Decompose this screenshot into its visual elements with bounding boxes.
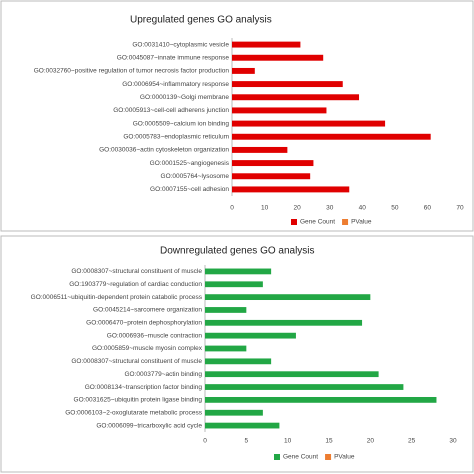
bar xyxy=(232,94,360,101)
x-tick-label: 20 xyxy=(367,438,375,445)
y-tick-label: GO:0000139~Golgi membrane xyxy=(140,94,229,101)
bar xyxy=(205,409,263,416)
x-tick-label: 25 xyxy=(408,438,416,445)
x-tick-label: 30 xyxy=(326,205,334,212)
y-tick-label: GO:0006470~protein dephosphorylation xyxy=(86,320,202,327)
y-tick-label: GO:0005509~calcium ion binding xyxy=(133,120,230,127)
bar xyxy=(205,384,404,390)
bar xyxy=(232,146,288,153)
x-tick-label: 0 xyxy=(203,438,207,445)
x-tick-label: 20 xyxy=(294,205,302,212)
legend-label: Gene Count xyxy=(300,219,335,226)
panel xyxy=(0,0,474,232)
bar xyxy=(205,332,296,339)
bar xyxy=(232,107,327,114)
x-tick-label: 0 xyxy=(230,205,234,212)
bar xyxy=(232,133,431,140)
y-tick-label: GO:0005764~lysosome xyxy=(161,173,230,180)
x-tick-label: 15 xyxy=(325,438,333,445)
y-tick-label: GO:0006103~2-oxoglutarate metabolic proc… xyxy=(65,409,203,416)
bar xyxy=(232,160,314,167)
panel xyxy=(0,235,474,473)
bar xyxy=(232,54,324,61)
y-tick-label: GO:0005859~muscle myosin complex xyxy=(92,345,203,352)
y-tick-label: GO:0007155~cell adhesion xyxy=(150,186,229,193)
bar xyxy=(232,120,386,127)
bar xyxy=(205,345,247,352)
bar xyxy=(232,41,301,48)
bar xyxy=(232,173,311,180)
y-tick-label: GO:0008134~transcription factor binding xyxy=(85,384,203,391)
x-tick-label: 50 xyxy=(391,205,399,212)
legend-swatch xyxy=(325,454,332,460)
legend-swatch xyxy=(291,219,297,225)
chart-title: Upregulated genes GO analysis xyxy=(130,15,272,26)
y-tick-label: GO:0032760~positive regulation of tumor … xyxy=(34,68,230,75)
bar xyxy=(205,281,263,288)
bar xyxy=(232,67,255,74)
x-tick-label: 70 xyxy=(456,205,464,212)
y-tick-label: GO:0045087~innate immune response xyxy=(117,54,230,61)
bar xyxy=(205,307,247,313)
x-tick-label: 5 xyxy=(245,438,249,445)
y-tick-label: GO:0001525~angiogenesis xyxy=(150,160,230,167)
y-tick-label: GO:0030036~actin cytoskeleton organizati… xyxy=(99,147,229,154)
bar xyxy=(205,358,272,365)
y-tick-label: GO:0045214~sarcomere organization xyxy=(93,307,202,314)
legend-label: Gene Count xyxy=(283,454,318,461)
chart-title: Downregulated genes GO analysis xyxy=(160,246,315,257)
y-tick-label: GO:0006099~tricarboxylic acid cycle xyxy=(96,422,202,429)
y-tick-label: GO:0003779~actin binding xyxy=(124,371,202,378)
y-tick-label: GO:0031625~ubiquitin protein ligase bind… xyxy=(74,397,203,404)
x-tick-label: 60 xyxy=(424,205,432,212)
y-tick-label: GO:1903779~regulation of cardiac conduct… xyxy=(69,281,202,288)
x-tick-label: 40 xyxy=(359,205,367,212)
y-tick-label: GO:0006936~muscle contraction xyxy=(107,332,203,339)
bar xyxy=(205,294,371,301)
bar xyxy=(232,186,350,193)
bar xyxy=(205,422,280,429)
bar xyxy=(205,268,272,275)
bar xyxy=(232,81,343,88)
y-tick-label: GO:0031410~cytoplasmic vesicle xyxy=(132,41,229,48)
x-tick-label: 30 xyxy=(449,438,457,445)
y-tick-label: GO:0008307~structural constituent of mus… xyxy=(71,268,202,275)
x-tick-label: 10 xyxy=(261,205,269,212)
legend-swatch xyxy=(274,454,280,460)
bar xyxy=(205,319,363,326)
y-tick-label: GO:0005913~cell-cell adherens junction xyxy=(113,107,229,114)
legend-label: PValue xyxy=(334,454,355,461)
y-tick-label: GO:0006511~ubiquitin-dependent protein c… xyxy=(31,294,203,301)
y-tick-label: GO:0008307~structural constituent of mus… xyxy=(71,358,202,365)
x-tick-label: 10 xyxy=(284,438,292,445)
y-tick-label: GO:0005783~endoplasmic reticulum xyxy=(123,133,229,140)
y-tick-label: GO:0006954~inflammatory response xyxy=(122,81,229,88)
legend-swatch xyxy=(342,219,349,225)
legend-label: PValue xyxy=(351,219,372,226)
bar xyxy=(205,371,379,378)
bar xyxy=(205,396,437,403)
